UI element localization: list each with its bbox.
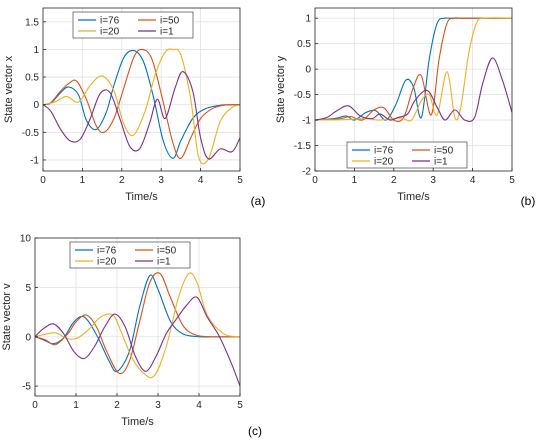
x-tick-label: 1 bbox=[80, 175, 86, 186]
series-group bbox=[315, 17, 512, 123]
x-tick-label: 4 bbox=[198, 175, 204, 186]
legend: i=76 i=50 i=20 i=1 bbox=[346, 141, 468, 169]
x-tick-label: 5 bbox=[237, 175, 243, 186]
legend-label: i=1 bbox=[434, 157, 448, 168]
x-tick-label: 4 bbox=[470, 175, 476, 186]
legend-label: i=50 bbox=[157, 246, 177, 257]
series-group bbox=[43, 48, 240, 165]
series-line-i-20 bbox=[35, 272, 240, 379]
panel-label: (b) bbox=[521, 194, 536, 208]
y-tick-label: 0.5 bbox=[25, 73, 39, 84]
x-tick-label: 2 bbox=[114, 400, 120, 411]
y-axis-label: State vector v bbox=[1, 283, 13, 351]
x-tick-label: 5 bbox=[509, 175, 515, 186]
legend-label: i=1 bbox=[160, 27, 174, 38]
x-tick-label: 2 bbox=[391, 175, 397, 186]
series-line-i-1 bbox=[35, 296, 240, 387]
y-tick-label: -1 bbox=[302, 116, 311, 127]
legend: i=76 i=50 i=20 i=1 bbox=[72, 11, 194, 39]
y-tick-label: -1.5 bbox=[294, 141, 312, 152]
x-tick-label: 1 bbox=[73, 400, 79, 411]
x-tick-label: 0 bbox=[32, 400, 38, 411]
axes-box bbox=[34, 237, 241, 397]
x-tick-label: 5 bbox=[237, 400, 243, 411]
y-tick-label: 1 bbox=[33, 45, 39, 56]
x-tick-label: 2 bbox=[119, 175, 125, 186]
y-tick-label: 5 bbox=[25, 283, 31, 294]
series-line-i-76 bbox=[315, 17, 512, 121]
y-axis-label: State vector y bbox=[275, 55, 287, 123]
legend-label: i=20 bbox=[374, 157, 394, 168]
y-tick-label: 0 bbox=[25, 332, 31, 343]
x-tick-label: 0 bbox=[312, 175, 318, 186]
legend-label: i=20 bbox=[100, 27, 120, 38]
y-tick-label: 0 bbox=[305, 65, 311, 76]
series-line-i-20 bbox=[315, 17, 512, 122]
y-tick-label: -0.5 bbox=[294, 90, 312, 101]
x-tick-label: 4 bbox=[196, 400, 202, 411]
panel-label: (c) bbox=[248, 424, 262, 438]
legend-label: i=20 bbox=[97, 257, 117, 268]
legend-label: i=76 bbox=[374, 146, 394, 157]
series-line-i-1 bbox=[43, 70, 240, 160]
legend-label: i=50 bbox=[434, 146, 454, 157]
y-tick-label: 0 bbox=[33, 100, 39, 111]
legend-label: i=76 bbox=[100, 16, 120, 27]
chart-panel-b: 0 1 2 3 4 5 -2 -1.5 -1 -0.5 0 0.5 1 Time/s State vecto… bbox=[275, 7, 536, 208]
x-tick-label: 0 bbox=[40, 175, 46, 186]
chart-panel-a: 0 1 2 3 4 5 -1 -0.5 0 0.5 1 1.5 Time/s State vector x… bbox=[3, 7, 266, 208]
axes-box bbox=[42, 7, 241, 172]
x-axis-label: Time/s bbox=[121, 416, 154, 428]
y-tick-label: 1 bbox=[305, 14, 311, 25]
legend-label: i=76 bbox=[97, 246, 117, 257]
y-tick-label: -0.5 bbox=[22, 128, 40, 139]
legend-label: i=50 bbox=[160, 16, 180, 27]
x-tick-label: 1 bbox=[352, 175, 358, 186]
y-tick-label: -2 bbox=[302, 167, 311, 178]
x-tick-label: 3 bbox=[158, 175, 164, 186]
y-axis-label: State vector x bbox=[3, 55, 15, 123]
x-tick-label: 3 bbox=[430, 175, 436, 186]
legend-label: i=1 bbox=[157, 257, 171, 268]
axes-box bbox=[314, 7, 513, 172]
series-group bbox=[35, 272, 240, 387]
x-axis-label: Time/s bbox=[397, 191, 430, 203]
y-tick-label: 1.5 bbox=[25, 17, 39, 28]
series-line-i-1 bbox=[315, 57, 512, 123]
x-axis-label: Time/s bbox=[125, 191, 158, 203]
y-tick-label: -5 bbox=[22, 382, 31, 393]
series-line-i-76 bbox=[43, 49, 240, 159]
legend-box bbox=[69, 241, 191, 269]
panel-label: (a) bbox=[251, 194, 266, 208]
series-line-i-20 bbox=[43, 48, 240, 165]
y-tick-label: -1 bbox=[30, 155, 39, 166]
legend-box bbox=[72, 11, 194, 39]
y-tick-label: 10 bbox=[20, 234, 32, 245]
x-tick-label: 3 bbox=[155, 400, 161, 411]
legend-box bbox=[346, 141, 468, 169]
series-line-i-50 bbox=[35, 272, 240, 375]
legend: i=76 i=50 i=20 i=1 bbox=[69, 241, 191, 269]
y-tick-label: 0.5 bbox=[297, 39, 311, 50]
